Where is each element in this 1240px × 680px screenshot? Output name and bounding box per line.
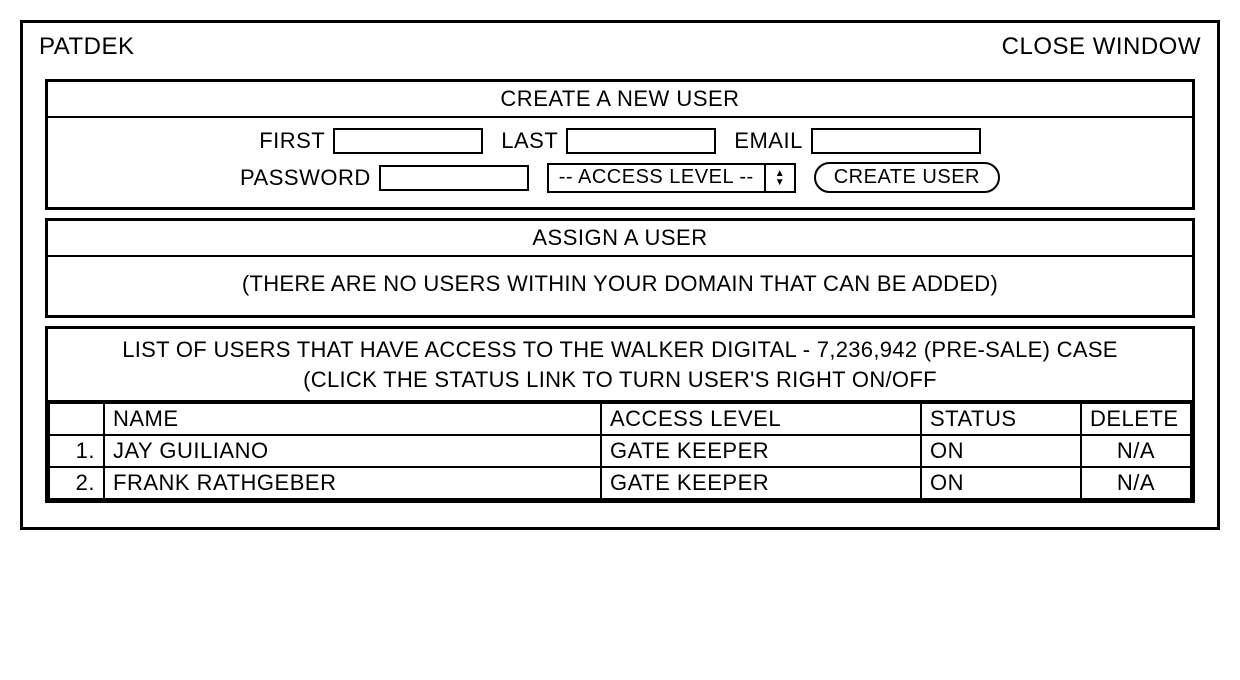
user-list-header-line1: LIST OF USERS THAT HAVE ACCESS TO THE WA… (58, 335, 1182, 365)
first-name-label: FIRST (259, 128, 325, 154)
user-table-header-row: NAME ACCESS LEVEL STATUS DELETE (49, 403, 1191, 435)
assign-user-header: ASSIGN A USER (48, 221, 1192, 257)
row-access-level: GATE KEEPER (601, 435, 921, 467)
create-user-row-1: FIRST LAST EMAIL (58, 124, 1182, 158)
email-group: EMAIL (734, 128, 981, 154)
access-level-select[interactable]: -- ACCESS LEVEL -- ▲ ▼ (547, 163, 796, 193)
password-group: PASSWORD (240, 165, 529, 191)
create-user-header: CREATE A NEW USER (48, 82, 1192, 118)
email-input[interactable] (811, 128, 981, 154)
row-access-level: GATE KEEPER (601, 467, 921, 499)
assign-user-body: (THERE ARE NO USERS WITHIN YOUR DOMAIN T… (48, 257, 1192, 315)
spinner-icon[interactable]: ▲ ▼ (764, 165, 794, 191)
last-name-label: LAST (501, 128, 558, 154)
titlebar: PATDEK CLOSE WINDOW (33, 29, 1207, 71)
row-index: 1. (49, 435, 104, 467)
col-header-access-level: ACCESS LEVEL (601, 403, 921, 435)
access-level-display: -- ACCESS LEVEL -- (549, 165, 764, 191)
email-label: EMAIL (734, 128, 803, 154)
last-name-group: LAST (501, 128, 716, 154)
user-table-head: NAME ACCESS LEVEL STATUS DELETE (49, 403, 1191, 435)
row-index: 2. (49, 467, 104, 499)
row-delete: N/A (1081, 435, 1191, 467)
user-list-panel: LIST OF USERS THAT HAVE ACCESS TO THE WA… (45, 326, 1195, 503)
create-user-button[interactable]: CREATE USER (814, 162, 1000, 193)
last-name-input[interactable] (566, 128, 716, 154)
user-list-header-line2: (CLICK THE STATUS LINK TO TURN USER'S RI… (58, 365, 1182, 395)
user-management-window: PATDEK CLOSE WINDOW CREATE A NEW USER FI… (20, 20, 1220, 530)
col-header-name: NAME (104, 403, 601, 435)
table-row: 2.FRANK RATHGEBERGATE KEEPERONN/A (49, 467, 1191, 499)
create-user-row-2: PASSWORD -- ACCESS LEVEL -- ▲ ▼ CREATE U… (58, 158, 1182, 197)
user-table: NAME ACCESS LEVEL STATUS DELETE 1.JAY GU… (48, 402, 1192, 500)
first-name-input[interactable] (333, 128, 483, 154)
table-row: 1.JAY GUILIANOGATE KEEPERONN/A (49, 435, 1191, 467)
row-delete: N/A (1081, 467, 1191, 499)
create-user-panel: CREATE A NEW USER FIRST LAST EMAIL PAS (45, 79, 1195, 210)
assign-user-panel: ASSIGN A USER (THERE ARE NO USERS WITHIN… (45, 218, 1195, 318)
create-user-body: FIRST LAST EMAIL PASSWORD -- A (48, 118, 1192, 207)
password-input[interactable] (379, 165, 529, 191)
chevron-down-icon: ▼ (775, 178, 785, 187)
row-status-toggle[interactable]: ON (921, 467, 1081, 499)
col-header-status: STATUS (921, 403, 1081, 435)
app-name: PATDEK (39, 33, 134, 61)
user-list-header: LIST OF USERS THAT HAVE ACCESS TO THE WA… (48, 329, 1192, 402)
first-name-group: FIRST (259, 128, 483, 154)
row-status-toggle[interactable]: ON (921, 435, 1081, 467)
row-name: FRANK RATHGEBER (104, 467, 601, 499)
password-label: PASSWORD (240, 165, 371, 191)
user-table-body: 1.JAY GUILIANOGATE KEEPERONN/A2.FRANK RA… (49, 435, 1191, 499)
row-name: JAY GUILIANO (104, 435, 601, 467)
col-header-index (49, 403, 104, 435)
close-window-button[interactable]: CLOSE WINDOW (1002, 33, 1201, 61)
col-header-delete: DELETE (1081, 403, 1191, 435)
